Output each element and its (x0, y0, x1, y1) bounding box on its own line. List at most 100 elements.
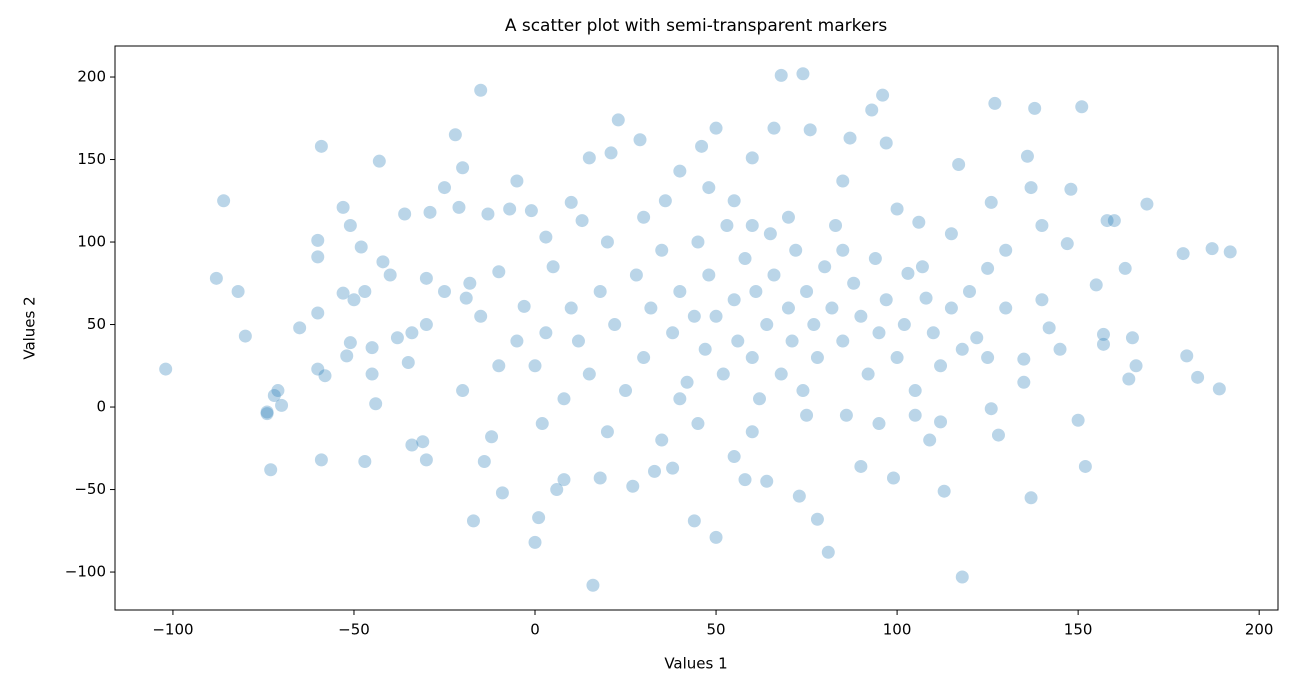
point (673, 285, 687, 299)
point (593, 285, 607, 299)
point (1028, 101, 1042, 115)
point (810, 512, 824, 526)
point (767, 268, 781, 282)
point (358, 285, 372, 299)
point (217, 194, 231, 208)
point (1122, 372, 1136, 386)
point (745, 351, 759, 365)
point (774, 367, 788, 381)
point (908, 384, 922, 398)
point (691, 235, 705, 249)
point (666, 461, 680, 475)
point (1129, 359, 1143, 373)
point (745, 151, 759, 165)
point (912, 215, 926, 229)
point (448, 128, 462, 142)
point (419, 271, 433, 285)
y-tick-label: 50 (87, 315, 106, 333)
point (796, 67, 810, 81)
point (437, 181, 451, 195)
point (390, 331, 404, 345)
point (637, 351, 651, 365)
point (695, 139, 709, 153)
point (546, 260, 560, 274)
point (311, 306, 325, 320)
point (839, 408, 853, 422)
point (999, 301, 1013, 315)
point (1017, 352, 1031, 366)
point (528, 359, 542, 373)
point (456, 161, 470, 175)
point (271, 384, 285, 398)
point (1053, 342, 1067, 356)
point (810, 351, 824, 365)
point (557, 473, 571, 487)
point (818, 260, 832, 274)
point (727, 194, 741, 208)
point (836, 334, 850, 348)
point (937, 484, 951, 498)
point (238, 329, 252, 343)
point (1035, 219, 1049, 233)
point (405, 326, 419, 340)
point (466, 514, 480, 528)
point (1223, 245, 1237, 259)
point (416, 435, 430, 449)
point (999, 243, 1013, 257)
point (275, 398, 289, 412)
point (619, 384, 633, 398)
point (955, 342, 969, 356)
point (593, 471, 607, 485)
point (680, 375, 694, 389)
point (868, 252, 882, 266)
point (354, 240, 368, 254)
point (492, 359, 506, 373)
point (1176, 247, 1190, 261)
x-tick-label: 0 (530, 621, 540, 639)
point (564, 195, 578, 209)
point (1020, 149, 1034, 163)
point (452, 200, 466, 214)
point (456, 384, 470, 398)
point (477, 454, 491, 468)
point (1064, 182, 1078, 196)
point (517, 299, 531, 313)
point (582, 151, 596, 165)
point (753, 392, 767, 406)
point (1075, 100, 1089, 114)
point (159, 362, 173, 376)
point (343, 336, 357, 350)
point (774, 68, 788, 82)
point (231, 285, 245, 299)
point (854, 459, 868, 473)
point (970, 331, 984, 345)
point (843, 131, 857, 145)
y-tick-label: 200 (77, 68, 106, 86)
point (1100, 214, 1114, 228)
point (952, 157, 966, 171)
point (314, 139, 328, 153)
point (365, 341, 379, 355)
point (963, 285, 977, 299)
point (401, 355, 415, 369)
point (908, 408, 922, 422)
point (781, 210, 795, 224)
point (1060, 237, 1074, 251)
point (890, 202, 904, 216)
point (709, 121, 723, 135)
point (419, 318, 433, 332)
x-tick-label: −100 (152, 621, 193, 639)
point (803, 123, 817, 137)
chart-title: A scatter plot with semi-transparent mar… (505, 16, 888, 36)
point (781, 301, 795, 315)
point (336, 200, 350, 214)
point (535, 417, 549, 431)
point (1017, 375, 1031, 389)
point (575, 214, 589, 228)
point (1096, 337, 1110, 351)
point (503, 202, 517, 216)
point (991, 428, 1005, 442)
point (944, 227, 958, 241)
